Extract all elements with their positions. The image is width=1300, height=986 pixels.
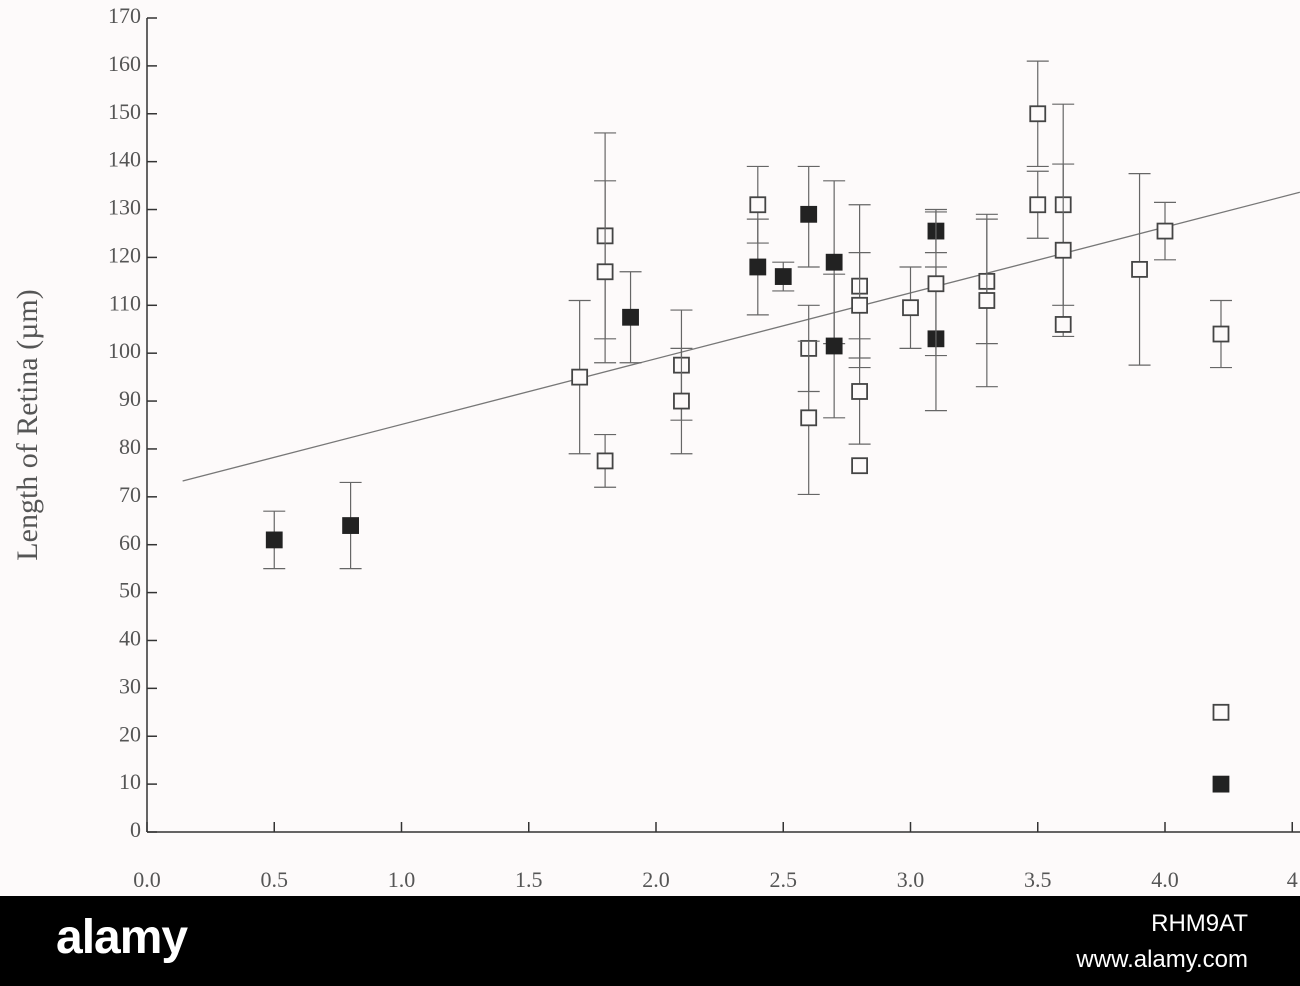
point: [800, 409, 818, 427]
point: [1131, 260, 1148, 278]
y-tick-label: 90: [119, 386, 141, 411]
point: [1212, 703, 1230, 721]
y-tick-label: 20: [119, 721, 141, 746]
y-tick-label: 60: [119, 530, 141, 555]
point: [1054, 316, 1072, 333]
point: [749, 258, 767, 276]
point: [851, 296, 868, 314]
point: [596, 263, 614, 281]
x-tick-label: 2.5: [770, 867, 798, 892]
point: [1054, 241, 1072, 259]
y-tick-label: 0: [130, 817, 141, 842]
point: [342, 517, 360, 534]
point: [571, 368, 589, 386]
y-tick-label: 100: [108, 338, 141, 363]
y-tick-label: 10: [119, 769, 141, 794]
point: [800, 205, 818, 223]
point: [825, 337, 843, 355]
y-tick-label: 130: [108, 195, 141, 220]
y-axis-label: Length of Retina (µm): [11, 289, 44, 560]
x-tick-label: 3.0: [897, 867, 925, 892]
y-tick-label: 70: [119, 482, 141, 507]
logo: alamy: [56, 911, 188, 964]
watermark-bar: alamy RHM9AT www.alamy.com: [0, 896, 1300, 986]
y-tick-label: 160: [108, 51, 141, 76]
x-tick-label: 4.0: [1151, 867, 1179, 892]
point: [978, 292, 996, 309]
x-tick-label: 0.0: [133, 867, 161, 892]
y-tick-label: 40: [119, 626, 141, 651]
point: [622, 308, 639, 326]
url: www.alamy.com: [1076, 946, 1248, 973]
y-tick-label: 30: [119, 673, 141, 698]
y-tick-label: 170: [108, 3, 141, 28]
point: [1029, 105, 1047, 123]
point: [1156, 222, 1174, 240]
point: [927, 275, 945, 293]
x-tick-label: 2.0: [642, 867, 670, 892]
point: [1212, 325, 1230, 343]
y-tick-label: 50: [119, 578, 141, 603]
point: [1029, 196, 1047, 214]
x-tick-label: 1.0: [388, 867, 416, 892]
y-tick-label: 120: [108, 242, 141, 267]
point: [596, 452, 614, 470]
image-id: RHM9AT: [1151, 910, 1248, 937]
point: [749, 196, 767, 214]
x-tick-label: 0.5: [261, 867, 289, 892]
y-tick-label: 80: [119, 434, 141, 459]
chart: Length of Retina (µm) 0 10 20 30 40 50 60 70 80 9…: [11, 3, 1300, 892]
point: [825, 253, 843, 271]
point: [774, 268, 792, 285]
y-tick-label: 140: [108, 147, 141, 172]
point: [851, 383, 868, 400]
fit-line: [182, 191, 1300, 482]
y-tick-label: 150: [108, 99, 141, 124]
point: [851, 457, 868, 475]
x-tick-label: 3.5: [1024, 867, 1052, 892]
point: [902, 299, 919, 317]
point: [1212, 775, 1230, 793]
x-tick-label: 4: [1287, 867, 1298, 892]
x-tick-label: 1.5: [515, 867, 543, 892]
point: [673, 392, 690, 410]
point: [265, 531, 283, 549]
y-tick-label: 110: [109, 290, 141, 315]
